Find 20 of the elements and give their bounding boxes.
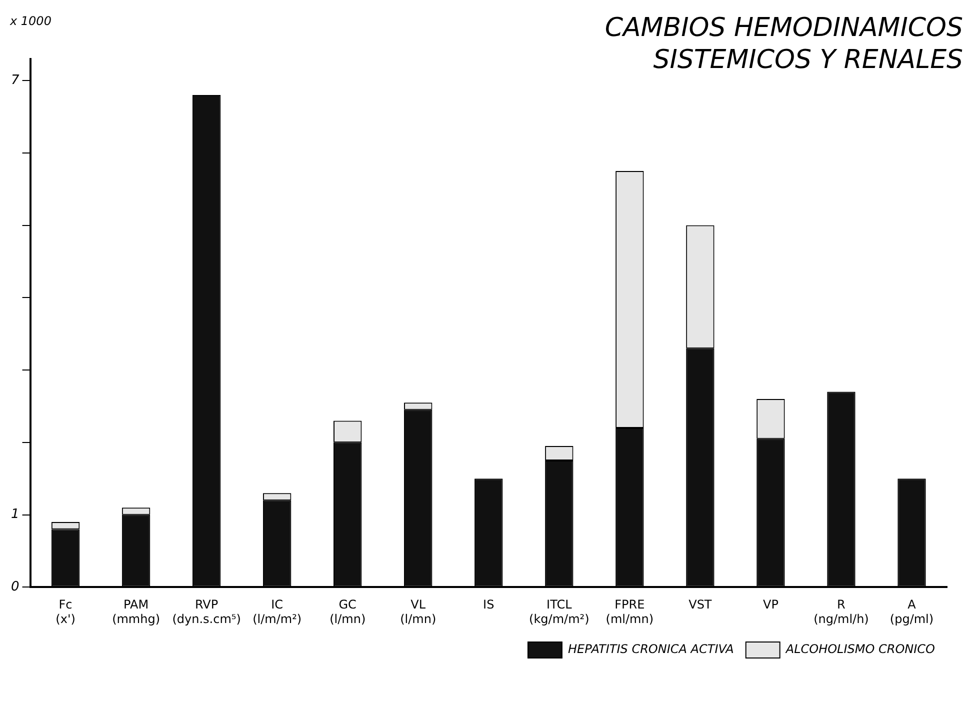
- x-tick-label: IC (l/m/m²): [252, 598, 302, 626]
- x-tick-label: FPRE (ml/mn): [606, 598, 654, 626]
- x-tick-label: GC (l/mn): [330, 598, 366, 626]
- y-axis-title: x 1000: [10, 14, 52, 28]
- x-tick-label: A (pg/ml): [890, 598, 934, 626]
- y-tick-label: 0: [10, 580, 20, 595]
- x-tick-label: VP: [762, 598, 778, 612]
- y-tick-label: 7: [10, 72, 20, 88]
- x-tick-label: RVP (dyn.s.cm⁵): [172, 598, 241, 626]
- legend-label: ALCOHOLISMO CRONICO: [784, 642, 936, 656]
- legend-label: HEPATITIS CRONICA ACTIVA: [568, 642, 734, 656]
- x-tick-label: IS: [483, 598, 494, 612]
- x-tick-label: VST: [688, 598, 712, 612]
- x-tick-label: R (ng/ml/h): [814, 598, 869, 626]
- y-tick-label: 1: [10, 507, 20, 522]
- x-tick-label: VL (l/mn): [400, 598, 436, 626]
- x-tick-label: ITCL (kg/m/m²): [529, 598, 590, 626]
- x-tick-label: Fc (x'): [56, 598, 76, 626]
- x-tick-label: PAM (mmhg): [112, 598, 160, 626]
- chart-title: CAMBIOS HEMODINAMICOS SISTEMICOS Y RENALES: [604, 12, 963, 76]
